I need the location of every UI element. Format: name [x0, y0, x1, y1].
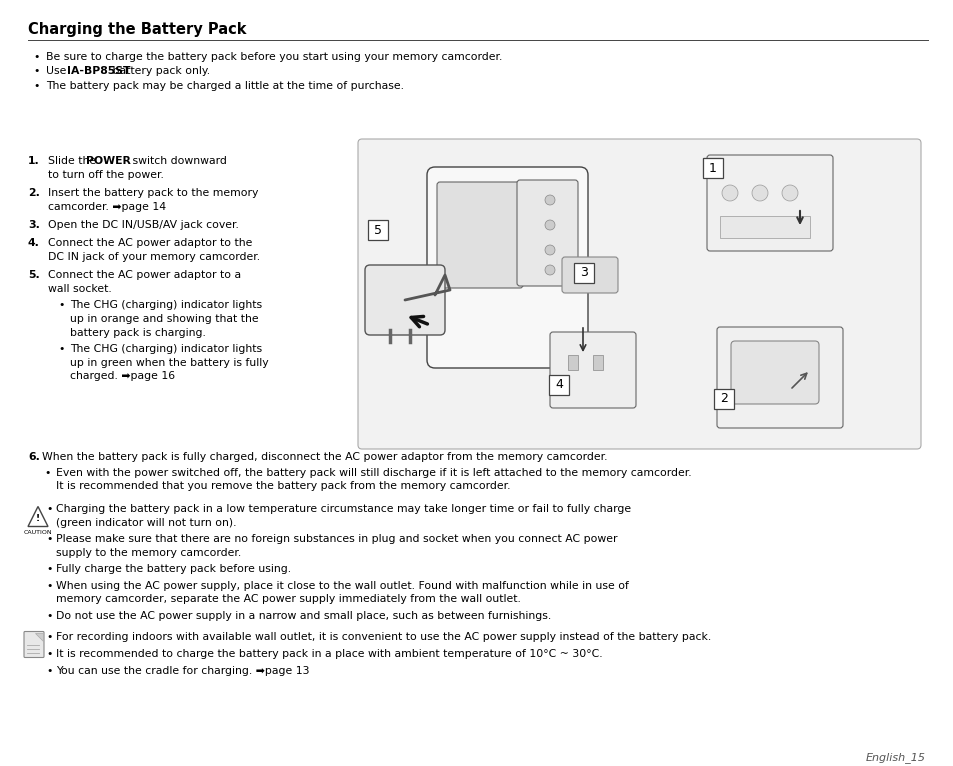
FancyBboxPatch shape: [24, 631, 44, 657]
Text: It is recommended that you remove the battery pack from the memory camcorder.: It is recommended that you remove the ba…: [56, 481, 510, 491]
Text: 5: 5: [374, 224, 381, 237]
Text: English_15: English_15: [865, 752, 925, 763]
FancyBboxPatch shape: [730, 341, 818, 404]
Text: POWER: POWER: [86, 156, 131, 166]
Text: Charging the Battery Pack: Charging the Battery Pack: [28, 22, 246, 37]
Text: 4.: 4.: [28, 238, 40, 248]
FancyBboxPatch shape: [717, 327, 842, 428]
Text: IA-BP85ST: IA-BP85ST: [67, 67, 131, 77]
Text: Please make sure that there are no foreign substances in plug and socket when yo: Please make sure that there are no forei…: [56, 535, 617, 545]
FancyBboxPatch shape: [550, 332, 636, 408]
Text: 3.: 3.: [28, 220, 40, 230]
Text: (green indicator will not turn on).: (green indicator will not turn on).: [56, 518, 236, 528]
Text: Even with the power switched off, the battery pack will still discharge if it is: Even with the power switched off, the ba…: [56, 467, 691, 477]
FancyBboxPatch shape: [365, 265, 444, 335]
Text: battery pack is charging.: battery pack is charging.: [70, 328, 206, 338]
Text: •: •: [58, 344, 64, 354]
Text: The CHG (charging) indicator lights: The CHG (charging) indicator lights: [70, 344, 262, 354]
Text: It is recommended to charge the battery pack in a place with ambient temperature: It is recommended to charge the battery …: [56, 649, 602, 659]
Text: Fully charge the battery pack before using.: Fully charge the battery pack before usi…: [56, 565, 291, 574]
Text: •: •: [46, 581, 52, 591]
Text: You can use the cradle for charging. ➡page 13: You can use the cradle for charging. ➡pa…: [56, 666, 309, 676]
Text: switch downward: switch downward: [129, 156, 227, 166]
FancyBboxPatch shape: [427, 167, 587, 368]
Text: 3: 3: [579, 267, 587, 280]
Text: Insert the battery pack to the memory: Insert the battery pack to the memory: [48, 188, 258, 198]
Text: •: •: [46, 611, 52, 621]
Text: •: •: [58, 300, 64, 310]
Circle shape: [544, 265, 555, 275]
Text: The CHG (charging) indicator lights: The CHG (charging) indicator lights: [70, 300, 262, 310]
FancyBboxPatch shape: [706, 155, 832, 251]
Text: 2: 2: [720, 392, 727, 405]
Circle shape: [544, 220, 555, 230]
Polygon shape: [35, 633, 43, 640]
Text: Be sure to charge the battery pack before you start using your memory camcorder.: Be sure to charge the battery pack befor…: [46, 52, 502, 62]
Text: When using the AC power supply, place it close to the wall outlet. Found with ma: When using the AC power supply, place it…: [56, 581, 628, 591]
Text: •: •: [46, 633, 52, 643]
Text: Charging the battery pack in a low temperature circumstance may take longer time: Charging the battery pack in a low tempe…: [56, 505, 631, 515]
Text: to turn off the power.: to turn off the power.: [48, 169, 164, 179]
Text: •: •: [33, 67, 39, 77]
Text: Connect the AC power adaptor to a: Connect the AC power adaptor to a: [48, 270, 241, 280]
Circle shape: [544, 195, 555, 205]
Text: Use: Use: [46, 67, 70, 77]
Text: •: •: [46, 505, 52, 515]
Text: 6.: 6.: [28, 452, 40, 462]
Text: •: •: [46, 666, 52, 676]
Text: When the battery pack is fully charged, disconnect the AC power adaptor from the: When the battery pack is fully charged, …: [42, 452, 607, 462]
Circle shape: [781, 185, 797, 201]
Text: 5.: 5.: [28, 270, 40, 280]
Bar: [702, 158, 720, 176]
Text: Slide the: Slide the: [48, 156, 99, 166]
Text: 1: 1: [708, 162, 717, 175]
Text: •: •: [46, 565, 52, 574]
Text: battery pack only.: battery pack only.: [109, 67, 210, 77]
Text: memory camcorder, separate the AC power supply immediately from the wall outlet.: memory camcorder, separate the AC power …: [56, 594, 520, 604]
Bar: [548, 375, 568, 395]
Text: DC IN jack of your memory camcorder.: DC IN jack of your memory camcorder.: [48, 252, 260, 262]
FancyBboxPatch shape: [436, 182, 522, 288]
Circle shape: [751, 185, 767, 201]
Bar: [593, 355, 602, 370]
Bar: [713, 389, 733, 409]
Bar: [574, 263, 594, 283]
Text: charged. ➡page 16: charged. ➡page 16: [70, 371, 175, 381]
Text: supply to the memory camcorder.: supply to the memory camcorder.: [56, 548, 241, 558]
Text: !: !: [36, 514, 40, 523]
Text: 1: 1: [706, 161, 714, 174]
Bar: [702, 158, 722, 178]
Text: camcorder. ➡page 14: camcorder. ➡page 14: [48, 201, 166, 211]
Bar: [368, 220, 388, 240]
Text: CAUTION: CAUTION: [24, 531, 52, 535]
Text: up in orange and showing that the: up in orange and showing that the: [70, 314, 258, 324]
Bar: [567, 355, 578, 370]
Text: •: •: [46, 535, 52, 545]
Text: 1.: 1.: [28, 156, 40, 166]
Text: •: •: [33, 52, 39, 62]
Text: •: •: [33, 81, 39, 91]
Text: 4: 4: [555, 378, 562, 391]
Text: •: •: [46, 649, 52, 659]
FancyBboxPatch shape: [561, 257, 618, 293]
Circle shape: [721, 185, 738, 201]
Bar: [720, 216, 809, 238]
FancyBboxPatch shape: [517, 180, 578, 286]
Circle shape: [544, 245, 555, 255]
FancyBboxPatch shape: [357, 139, 920, 449]
Text: •: •: [44, 467, 51, 477]
Text: 2.: 2.: [28, 188, 40, 198]
Text: For recording indoors with available wall outlet, it is convenient to use the AC: For recording indoors with available wal…: [56, 633, 711, 643]
Text: up in green when the battery is fully: up in green when the battery is fully: [70, 358, 269, 368]
Text: 1: 1: [705, 160, 713, 173]
Text: The battery pack may be charged a little at the time of purchase.: The battery pack may be charged a little…: [46, 81, 403, 91]
Text: wall socket.: wall socket.: [48, 284, 112, 294]
Text: Open the DC IN/USB/AV jack cover.: Open the DC IN/USB/AV jack cover.: [48, 220, 238, 230]
Text: Do not use the AC power supply in a narrow and small place, such as between furn: Do not use the AC power supply in a narr…: [56, 611, 551, 621]
Polygon shape: [28, 506, 48, 526]
Text: Connect the AC power adaptor to the: Connect the AC power adaptor to the: [48, 238, 253, 248]
